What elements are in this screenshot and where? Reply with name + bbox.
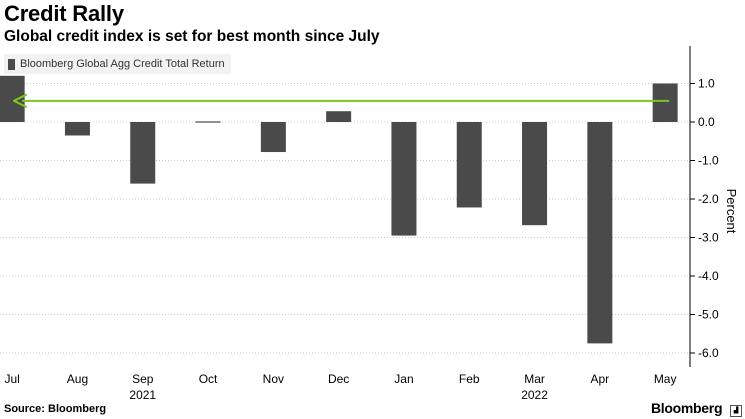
x-tick-label: Feb (459, 372, 480, 386)
bar-mar (522, 122, 548, 226)
y-tick-label: -3.0 (698, 231, 719, 245)
x-tick-label: Jan (394, 372, 413, 386)
x-tick-label: Sep (132, 372, 154, 386)
y-axis-label: Percent (724, 189, 739, 234)
x-tick-label: Mar (524, 372, 545, 386)
y-tick-label: -6.0 (698, 346, 719, 360)
x-tick-label: May (654, 372, 677, 386)
bar-sep (130, 122, 156, 184)
y-tick-label: -4.0 (698, 269, 719, 283)
source-note: Source: Bloomberg (4, 403, 107, 415)
x-tick-label: Apr (591, 372, 610, 386)
y-tick-label: -2.0 (698, 192, 719, 206)
y-tick-label: -5.0 (698, 308, 719, 322)
legend: Bloomberg Global Agg Credit Total Return (4, 54, 231, 74)
bar-aug (64, 122, 90, 136)
chart-icon: ▟ (730, 405, 742, 417)
bar-dec (326, 111, 352, 122)
legend-swatch (8, 58, 15, 70)
y-tick-label: -1.0 (698, 154, 719, 168)
x-tick-label: Dec (328, 372, 349, 386)
year-label: 2022 (521, 388, 548, 402)
bar-nov (260, 122, 286, 153)
y-tick-label: 1.0 (698, 77, 715, 91)
year-label: 2021 (129, 388, 156, 402)
x-tick-label: Oct (199, 372, 218, 386)
x-tick-label: Nov (263, 372, 284, 386)
bar-feb (456, 122, 482, 208)
bar-oct (195, 121, 221, 123)
chart-subtitle: Global credit index is set for best mont… (4, 28, 380, 45)
annotation-arrow-head (13, 93, 27, 108)
bar-may (652, 83, 678, 122)
x-tick-label: Aug (67, 372, 88, 386)
brand-logo: Bloomberg (651, 400, 723, 416)
y-tick-label: 0.0 (698, 115, 715, 129)
chart-title: Credit Rally (4, 1, 124, 26)
bar-jul (0, 75, 25, 122)
bar-jan (391, 122, 417, 236)
bar-apr (587, 122, 613, 344)
x-tick-label: Jul (4, 372, 19, 386)
legend-label: Bloomberg Global Agg Credit Total Return (20, 58, 225, 70)
